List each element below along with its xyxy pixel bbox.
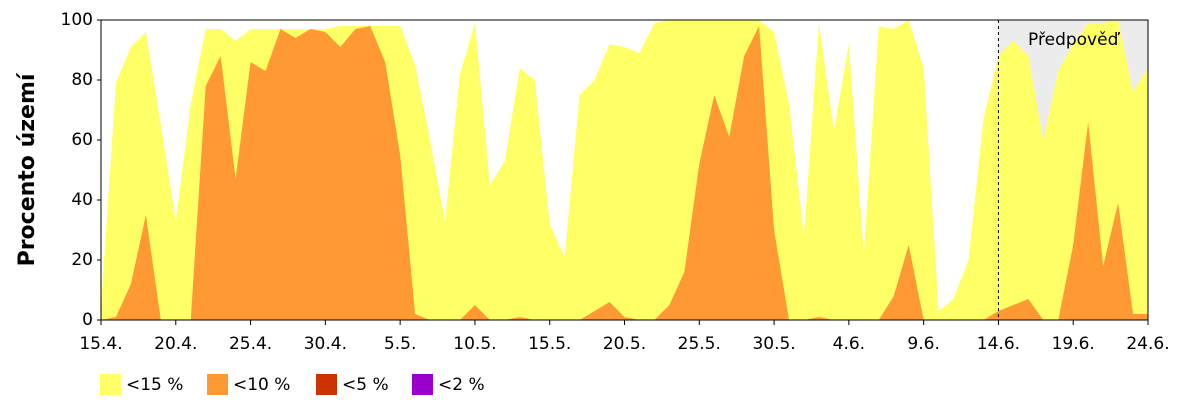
x-tick-label: 25.5. — [678, 334, 721, 354]
x-tick-label: 24.6. — [1126, 334, 1169, 354]
x-tick-label: 30.5. — [752, 334, 795, 354]
x-tick-label: 10.5. — [453, 334, 496, 354]
area — [101, 26, 1148, 320]
y-tick-label: 40 — [71, 190, 93, 210]
legend-swatch — [207, 374, 228, 395]
x-tick-label: 9.6. — [907, 334, 939, 354]
legend-label: <15 % — [126, 375, 183, 395]
x-tick-label: 30.4. — [304, 334, 347, 354]
y-tick-label: 80 — [71, 70, 93, 90]
x-tick-label: 15.5. — [528, 334, 571, 354]
y-tick-label: 100 — [61, 10, 93, 30]
y-axis-label: Procento území — [15, 72, 40, 266]
y-tick-label: 20 — [71, 250, 93, 270]
x-tick-label: 25.4. — [229, 334, 272, 354]
y-tick-label: 0 — [82, 310, 93, 330]
forecast-label: Předpověď — [1028, 30, 1121, 50]
x-tick-label: 19.6. — [1052, 334, 1095, 354]
x-tick-label: 5.5. — [384, 334, 416, 354]
legend-label: <2 % — [438, 375, 485, 395]
legend-swatch — [100, 374, 121, 395]
legend-label: <10 % — [233, 375, 290, 395]
x-tick-label: 20.5. — [603, 334, 646, 354]
legend-label: <5 % — [342, 375, 389, 395]
x-tick-label: 20.4. — [154, 334, 197, 354]
legend-swatch — [412, 374, 433, 395]
x-tick-label: 15.4. — [79, 334, 122, 354]
legend-swatch — [316, 374, 337, 395]
x-tick-label: 4.6. — [833, 334, 865, 354]
y-tick-label: 60 — [71, 130, 93, 150]
x-tick-label: 14.6. — [977, 334, 1020, 354]
